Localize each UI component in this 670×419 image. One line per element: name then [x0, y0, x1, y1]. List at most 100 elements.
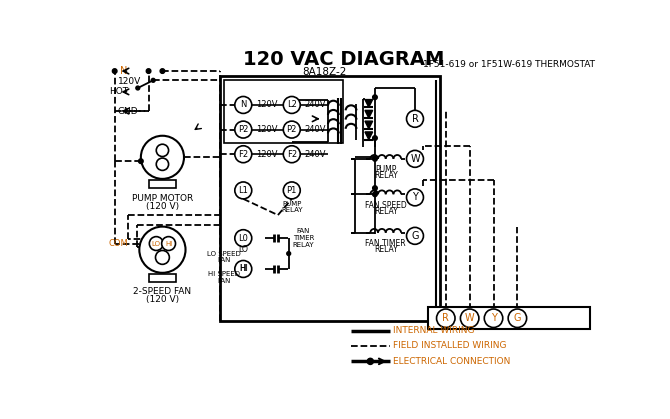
Text: FAN SPEED: FAN SPEED: [365, 201, 407, 210]
Text: HOT: HOT: [109, 87, 128, 96]
Circle shape: [141, 136, 184, 179]
Circle shape: [283, 96, 300, 114]
Text: ELECTRICAL CONNECTION: ELECTRICAL CONNECTION: [393, 357, 511, 366]
Text: HI: HI: [239, 264, 247, 274]
Bar: [149, 181, 176, 188]
Circle shape: [113, 69, 117, 73]
Text: 1F51-619 or 1F51W-619 THERMOSTAT: 1F51-619 or 1F51W-619 THERMOSTAT: [423, 59, 595, 69]
Bar: [149, 274, 176, 282]
Circle shape: [234, 230, 252, 247]
Circle shape: [283, 146, 300, 163]
Text: PUMP: PUMP: [282, 201, 302, 207]
Text: 120V: 120V: [257, 101, 278, 109]
Text: R: R: [411, 114, 419, 124]
Circle shape: [508, 309, 527, 328]
Circle shape: [287, 252, 291, 256]
Text: 120V: 120V: [118, 78, 141, 86]
Circle shape: [156, 144, 169, 157]
Text: LO: LO: [152, 241, 161, 246]
Text: PUMP: PUMP: [375, 165, 397, 174]
Text: INTERNAL WIRING: INTERNAL WIRING: [393, 326, 475, 335]
Circle shape: [151, 78, 155, 82]
Text: FAN
TIMER
RELAY: FAN TIMER RELAY: [293, 228, 314, 248]
Circle shape: [234, 261, 252, 277]
Text: 240V: 240V: [305, 150, 326, 159]
Circle shape: [437, 309, 455, 328]
Text: P2: P2: [287, 125, 297, 134]
Text: RELAY: RELAY: [281, 207, 303, 213]
Text: G: G: [411, 231, 419, 241]
Text: (120 V): (120 V): [146, 202, 179, 211]
Text: FAN: FAN: [217, 257, 230, 263]
Bar: [220, 76, 440, 321]
Text: 120 VAC DIAGRAM: 120 VAC DIAGRAM: [243, 50, 444, 69]
Circle shape: [234, 121, 252, 138]
Text: RELAY: RELAY: [374, 207, 397, 216]
Circle shape: [146, 69, 151, 73]
Circle shape: [161, 237, 176, 251]
Text: GND: GND: [118, 106, 139, 116]
Circle shape: [373, 95, 377, 100]
Text: 240V: 240V: [305, 125, 326, 134]
Circle shape: [234, 146, 252, 163]
Text: COM: COM: [109, 239, 129, 248]
Text: HI: HI: [239, 264, 248, 274]
Circle shape: [484, 309, 502, 328]
Text: RELAY: RELAY: [374, 245, 397, 254]
Circle shape: [407, 150, 423, 167]
Text: 240V: 240V: [305, 101, 326, 109]
Text: F2: F2: [287, 150, 297, 159]
Bar: [428, 308, 590, 329]
Circle shape: [234, 182, 252, 199]
Text: L0: L0: [239, 234, 248, 243]
Circle shape: [373, 136, 377, 140]
Text: HI SPEED: HI SPEED: [208, 272, 240, 277]
Text: W: W: [410, 154, 420, 164]
Circle shape: [234, 96, 252, 114]
Polygon shape: [365, 121, 373, 129]
Text: G: G: [514, 313, 521, 323]
Text: 8A18Z-2: 8A18Z-2: [302, 67, 346, 77]
Text: N: N: [240, 101, 247, 109]
Text: FIELD INSTALLED WIRING: FIELD INSTALLED WIRING: [393, 341, 507, 350]
Text: HI: HI: [165, 241, 172, 246]
Circle shape: [367, 358, 373, 365]
Text: P2: P2: [238, 125, 249, 134]
Polygon shape: [365, 110, 373, 118]
Circle shape: [373, 192, 377, 197]
Text: (120 V): (120 V): [146, 295, 179, 304]
Circle shape: [407, 189, 423, 206]
Text: L2: L2: [287, 101, 297, 109]
Circle shape: [149, 237, 163, 251]
Text: LO: LO: [239, 245, 248, 254]
Circle shape: [155, 251, 170, 264]
Text: F2: F2: [239, 150, 249, 159]
Circle shape: [373, 157, 377, 161]
Text: R: R: [442, 313, 449, 323]
Circle shape: [407, 228, 423, 244]
Bar: [224, 80, 343, 143]
Circle shape: [139, 227, 186, 273]
Circle shape: [373, 186, 377, 190]
Text: W: W: [465, 313, 474, 323]
Text: FAN: FAN: [217, 277, 230, 284]
Text: LO SPEED: LO SPEED: [207, 251, 241, 256]
Text: Y: Y: [412, 192, 418, 202]
Circle shape: [460, 309, 479, 328]
Circle shape: [136, 86, 140, 90]
Circle shape: [407, 110, 423, 127]
Text: PUMP MOTOR: PUMP MOTOR: [132, 194, 193, 203]
Text: P1: P1: [287, 186, 297, 195]
Circle shape: [160, 69, 165, 73]
Text: Y: Y: [490, 313, 496, 323]
Text: 2-SPEED FAN: 2-SPEED FAN: [133, 287, 192, 296]
Circle shape: [139, 159, 143, 163]
Circle shape: [283, 121, 300, 138]
Text: L1: L1: [239, 186, 248, 195]
Circle shape: [156, 158, 169, 171]
Text: N: N: [121, 66, 128, 76]
Circle shape: [283, 182, 300, 199]
Text: 120V: 120V: [257, 125, 278, 134]
Text: FAN TIMER: FAN TIMER: [365, 239, 406, 248]
Text: 120V: 120V: [257, 150, 278, 159]
